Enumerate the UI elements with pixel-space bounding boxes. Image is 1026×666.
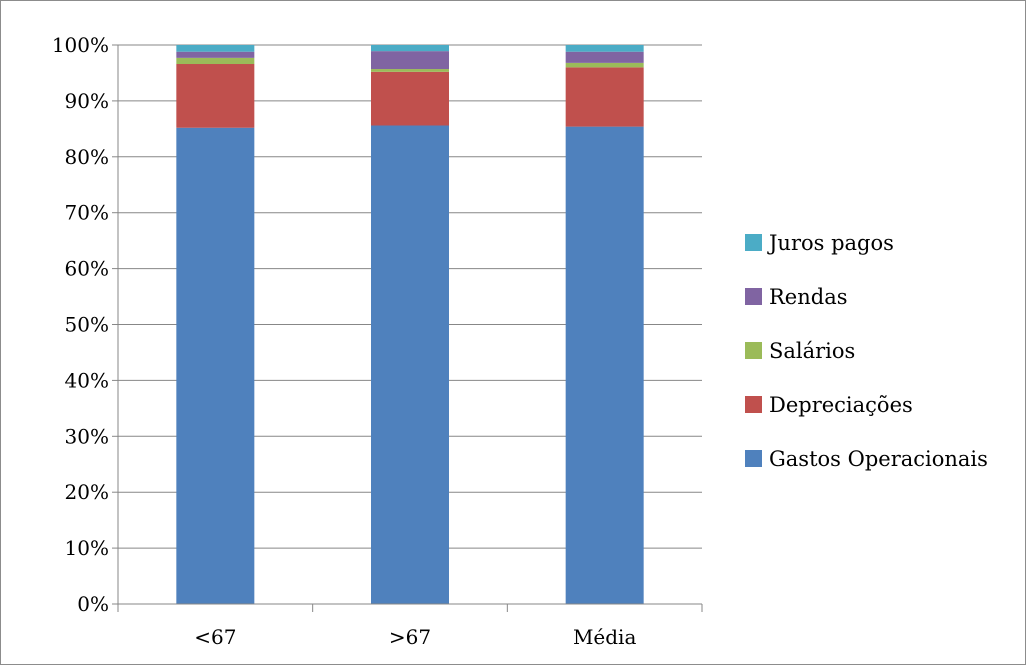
bar-segment-deprecia-es <box>371 71 449 126</box>
y-tick-label: 10% <box>65 536 109 560</box>
legend-swatch <box>745 234 762 251</box>
y-tick-label: 40% <box>65 368 109 392</box>
bar-segment-juros-pagos <box>176 45 255 52</box>
bar-segment-rendas <box>176 51 255 58</box>
x-category-label: >67 <box>389 625 431 649</box>
bar-segment-rendas <box>565 51 644 63</box>
legend-swatch <box>745 342 762 359</box>
y-tick-label: 80% <box>65 145 109 169</box>
legend: Juros pagos Rendas Salários Depreciações Gas… <box>745 231 988 471</box>
bar-segment-gastos-operacionais <box>565 126 644 604</box>
y-tick-label: 60% <box>65 257 109 281</box>
legend-label: Juros pagos <box>767 231 894 255</box>
bar-segment-sal-rios <box>371 69 449 72</box>
legend-label: Depreciações <box>769 393 913 417</box>
bar-segment-deprecia-es <box>176 64 255 128</box>
y-tick-labels: 0% 10% 20% 30% 40% 50% 60% 70% 80% 90% 100% <box>52 33 109 616</box>
legend-label: Gastos Operacionais <box>769 447 988 471</box>
legend-label: Rendas <box>769 285 848 309</box>
y-tick-label: 30% <box>65 424 109 448</box>
y-tick-label: 100% <box>52 33 109 57</box>
legend-label: Salários <box>769 339 855 363</box>
bar-stacks <box>176 45 644 605</box>
x-category-label: Média <box>573 625 637 649</box>
y-tick-label: 20% <box>65 480 109 504</box>
legend-swatch <box>745 396 762 413</box>
y-tick-label: 70% <box>65 201 109 225</box>
y-tick-label: 90% <box>65 89 109 113</box>
bar-segment-juros-pagos <box>565 45 644 52</box>
bar-segment-deprecia-es <box>565 67 644 127</box>
x-category-label: <67 <box>194 625 236 649</box>
legend-swatch <box>745 450 762 467</box>
bar-segment-sal-rios <box>176 57 255 65</box>
axes <box>112 44 703 612</box>
bar-segment-sal-rios <box>565 62 644 68</box>
bar-segment-rendas <box>371 51 449 70</box>
bar-segment-gastos-operacionais <box>371 125 449 604</box>
bar-segment-gastos-operacionais <box>176 127 255 605</box>
legend-swatch <box>745 288 762 305</box>
y-tick-label: 0% <box>77 592 109 616</box>
bar-segment-juros-pagos <box>371 45 449 52</box>
x-category-labels: <67 >67 Média <box>194 625 636 649</box>
y-tick-label: 50% <box>65 313 109 337</box>
